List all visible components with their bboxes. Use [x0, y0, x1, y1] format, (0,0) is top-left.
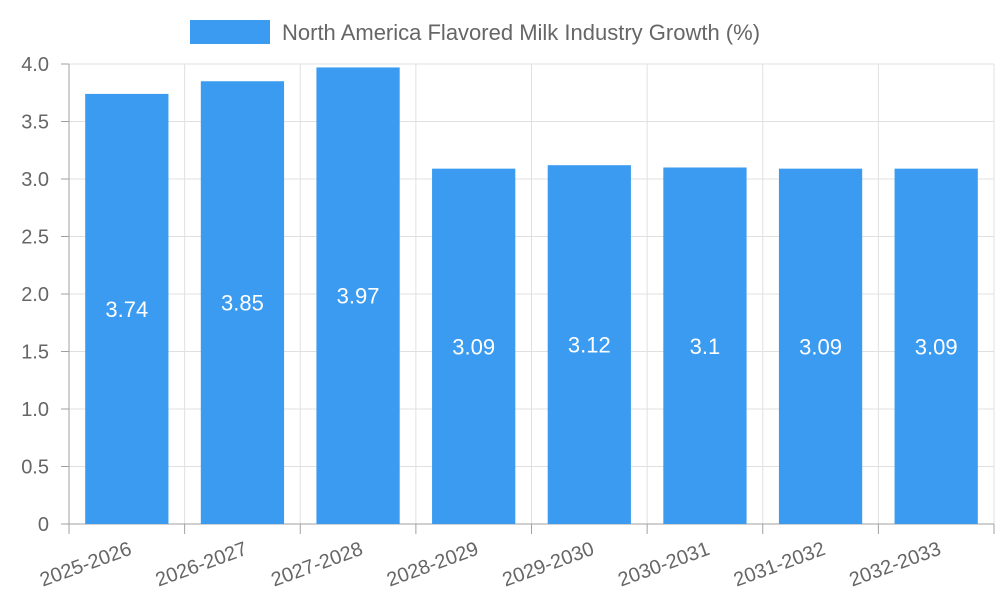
bar[interactable]	[200, 81, 285, 524]
bar-data-label: 3.09	[452, 334, 495, 359]
bar-data-label: 3.09	[799, 334, 842, 359]
data-label-layer: 3.74 3.85 3.97 3.09 3.12 3.1 3.09 3.09	[105, 284, 957, 360]
bar[interactable]	[316, 67, 400, 524]
x-tick-label: 2027-2028	[268, 538, 365, 591]
y-tick-label: 1.5	[21, 342, 49, 364]
x-tick-label: 2030-2031	[615, 538, 712, 591]
legend[interactable]: North America Flavored Milk Industry Gro…	[190, 20, 760, 45]
y-tick-label: 4.0	[21, 54, 49, 76]
bar-data-label: 3.1	[690, 334, 721, 359]
x-tick-label: 2029-2030	[500, 538, 597, 591]
bar-data-label: 3.85	[221, 291, 264, 316]
y-tick-label: 3.5	[21, 112, 49, 134]
bar-data-label: 3.09	[915, 334, 958, 359]
legend-label[interactable]: North America Flavored Milk Industry Gro…	[282, 20, 760, 45]
y-tick-label: 0	[38, 514, 49, 536]
x-tick-label: 2025-2026	[37, 538, 134, 591]
y-tick-label: 0.5	[21, 457, 49, 479]
bar-layer	[85, 67, 978, 525]
bar[interactable]	[85, 93, 169, 525]
bar-data-label: 3.12	[568, 333, 611, 358]
x-tick-label: 2026-2027	[153, 538, 250, 591]
y-tick-label: 2.5	[21, 227, 49, 249]
y-tick-label: 2.0	[21, 284, 49, 306]
bar[interactable]	[894, 168, 978, 524]
x-tick-label: 2028-2029	[384, 538, 481, 591]
legend-swatch[interactable]	[190, 20, 270, 44]
bar-data-label: 3.97	[337, 284, 380, 309]
bar-data-label: 3.74	[105, 297, 148, 322]
bar[interactable]	[778, 168, 863, 524]
bar[interactable]	[432, 168, 516, 524]
bar[interactable]	[547, 165, 631, 524]
y-tick-label: 1.0	[21, 399, 49, 421]
y-tick-label: 3.0	[21, 169, 49, 191]
x-tick-label: 2032-2033	[846, 538, 943, 591]
bar[interactable]	[663, 167, 747, 525]
x-tick-label: 2031-2032	[731, 538, 828, 591]
